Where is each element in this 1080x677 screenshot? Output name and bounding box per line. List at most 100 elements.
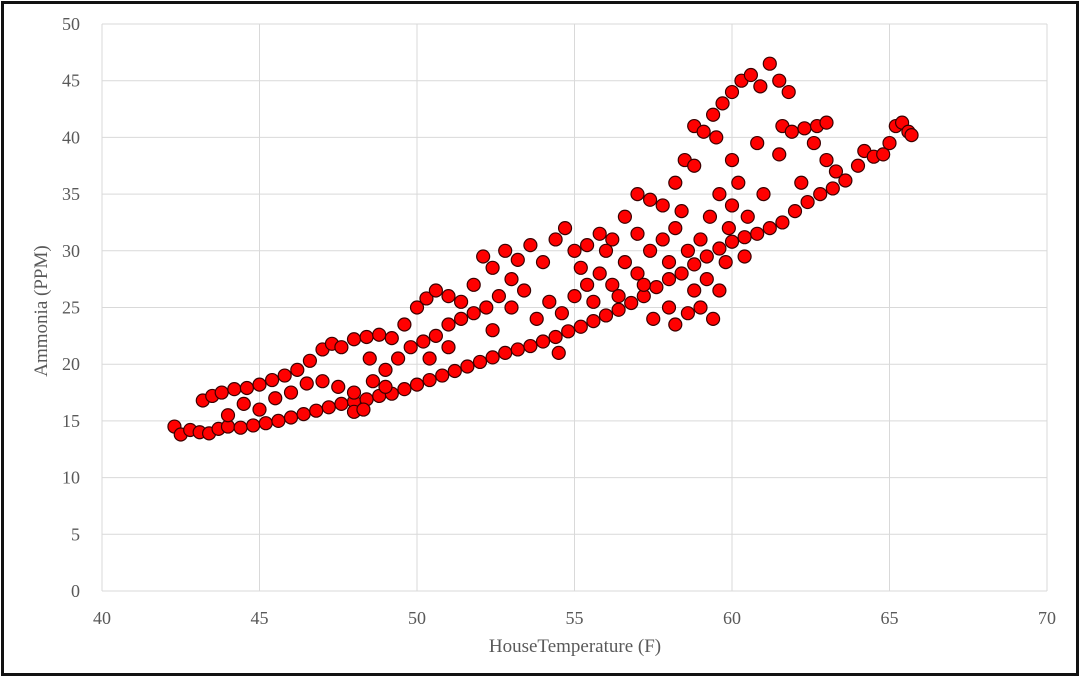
data-point <box>762 221 777 236</box>
data-point <box>772 73 787 88</box>
data-point <box>299 376 314 391</box>
data-point <box>296 406 311 422</box>
tick-labels: 40 45 50 55 60 65 70 0 5 10 15 20 25 30 35 40 45 50 <box>62 14 1056 628</box>
y-tick-label: 45 <box>62 71 80 91</box>
y-tick-label: 40 <box>62 127 80 147</box>
data-point <box>476 249 491 264</box>
data-point <box>384 331 399 346</box>
data-point <box>838 173 853 188</box>
y-tick-label: 20 <box>62 354 80 374</box>
data-point <box>642 192 658 207</box>
data-point <box>630 266 645 281</box>
data-point <box>554 306 570 321</box>
data-point <box>551 345 566 360</box>
data-point <box>268 391 283 406</box>
data-point <box>258 416 273 431</box>
data-point <box>557 221 573 236</box>
data-point <box>797 121 812 136</box>
data-point <box>624 295 639 311</box>
data-point <box>447 363 462 379</box>
data-point <box>403 340 418 355</box>
data-point <box>693 300 708 315</box>
data-point <box>724 234 740 249</box>
data-point <box>428 328 443 343</box>
data-point <box>825 181 840 196</box>
data-point <box>321 400 336 415</box>
data-point <box>441 289 456 304</box>
data-point <box>724 152 740 168</box>
x-axis-title: HouseTemperature (F) <box>489 636 661 657</box>
x-tick-label: 55 <box>566 608 584 628</box>
data-point <box>485 323 500 338</box>
y-tick-label: 50 <box>62 14 80 34</box>
data-point <box>271 413 286 428</box>
data-point <box>510 342 525 357</box>
data-point <box>542 294 557 309</box>
data-point <box>409 300 425 315</box>
data-point <box>617 255 633 270</box>
data-point <box>265 372 280 388</box>
data-point <box>359 329 374 345</box>
data-point <box>356 402 371 417</box>
data-point <box>828 164 844 179</box>
x-tick-label: 45 <box>251 608 269 628</box>
y-tick-label: 5 <box>71 524 80 544</box>
data-point <box>712 187 727 202</box>
data-point <box>397 317 412 332</box>
y-tick-label: 25 <box>62 298 80 318</box>
data-point <box>702 209 718 224</box>
data-point <box>441 317 456 332</box>
data-point <box>586 314 601 329</box>
data-point <box>454 311 469 326</box>
data-point <box>498 345 513 360</box>
data-point <box>573 260 588 275</box>
data-point <box>309 403 324 418</box>
data-point <box>668 175 683 190</box>
data-point <box>718 255 733 270</box>
data-point <box>693 232 708 247</box>
data-point <box>592 226 607 241</box>
data-point <box>365 374 380 389</box>
data-point <box>794 175 809 190</box>
data-point <box>334 396 349 411</box>
data-point <box>668 221 683 236</box>
data-point <box>252 377 267 392</box>
data-point <box>611 302 626 317</box>
data-point <box>422 372 437 388</box>
data-point <box>346 385 362 400</box>
data-point <box>302 353 317 368</box>
data-point <box>819 152 834 168</box>
data-point <box>598 308 614 323</box>
data-point <box>775 215 790 230</box>
data-point <box>579 238 595 253</box>
data-point <box>535 334 551 349</box>
data-point <box>876 147 891 162</box>
data-point <box>699 249 714 264</box>
data-point <box>630 226 645 241</box>
data-point <box>491 289 506 304</box>
y-tick-label: 0 <box>71 581 80 601</box>
data-point <box>705 107 721 122</box>
data-point <box>239 380 254 396</box>
data-point <box>721 221 736 236</box>
data-point <box>737 249 752 264</box>
data-point <box>687 283 702 298</box>
y-tick-label: 10 <box>62 468 80 488</box>
data-point <box>709 130 724 145</box>
data-point <box>605 277 620 292</box>
data-point <box>435 368 450 383</box>
data-point <box>655 232 670 247</box>
scatter-chart: 40 45 50 55 60 65 70 0 5 10 15 20 25 30 35 40 45 50 House… <box>31 14 1056 657</box>
data-point <box>750 226 765 241</box>
data-point <box>535 255 551 270</box>
data-point <box>378 362 393 377</box>
data-point <box>428 283 443 298</box>
data-point <box>548 329 563 345</box>
data-point <box>498 243 513 258</box>
data-point <box>605 232 620 247</box>
grid <box>101 23 1048 592</box>
data-point <box>214 385 229 400</box>
data-point <box>466 277 481 292</box>
data-point <box>661 272 677 287</box>
data-point <box>661 255 677 270</box>
